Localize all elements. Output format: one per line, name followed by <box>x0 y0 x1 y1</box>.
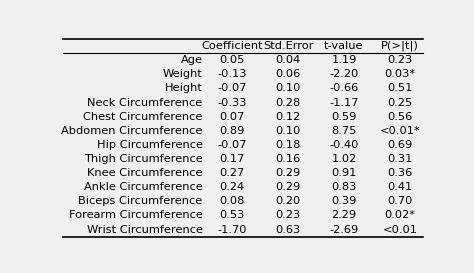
Text: Height: Height <box>164 84 202 93</box>
Text: Weight: Weight <box>163 69 202 79</box>
Text: -0.13: -0.13 <box>218 69 247 79</box>
Text: 0.16: 0.16 <box>275 154 301 164</box>
Text: -1.17: -1.17 <box>329 97 359 108</box>
Text: 0.28: 0.28 <box>275 97 301 108</box>
Text: 8.75: 8.75 <box>331 126 356 136</box>
Text: 0.91: 0.91 <box>331 168 356 178</box>
Text: 0.59: 0.59 <box>331 112 356 122</box>
Text: 0.56: 0.56 <box>387 112 412 122</box>
Text: Abdomen Circumference: Abdomen Circumference <box>61 126 202 136</box>
Text: 0.08: 0.08 <box>219 196 245 206</box>
Text: Coefficient: Coefficient <box>201 41 263 51</box>
Text: -0.66: -0.66 <box>329 84 358 93</box>
Text: Std.Error: Std.Error <box>263 41 313 51</box>
Text: Thigh Circumference: Thigh Circumference <box>84 154 202 164</box>
Text: 0.23: 0.23 <box>275 210 301 221</box>
Text: -0.33: -0.33 <box>218 97 247 108</box>
Text: 0.29: 0.29 <box>275 182 301 192</box>
Text: 0.10: 0.10 <box>275 126 301 136</box>
Text: Biceps Circumference: Biceps Circumference <box>78 196 202 206</box>
Text: 0.89: 0.89 <box>219 126 245 136</box>
Text: -0.07: -0.07 <box>218 84 247 93</box>
Text: 0.31: 0.31 <box>387 154 412 164</box>
Text: Chest Circumference: Chest Circumference <box>83 112 202 122</box>
Text: 0.53: 0.53 <box>219 210 245 221</box>
Text: 0.36: 0.36 <box>387 168 412 178</box>
Text: 0.04: 0.04 <box>275 55 301 65</box>
Text: 2.29: 2.29 <box>331 210 356 221</box>
Text: <0.01*: <0.01* <box>380 126 420 136</box>
Text: 0.27: 0.27 <box>219 168 245 178</box>
Text: P(>|t|): P(>|t|) <box>381 41 419 51</box>
Text: 0.03*: 0.03* <box>384 69 415 79</box>
Text: Neck Circumference: Neck Circumference <box>87 97 202 108</box>
Text: 0.07: 0.07 <box>219 112 245 122</box>
Text: -2.20: -2.20 <box>329 69 358 79</box>
Text: 0.17: 0.17 <box>219 154 245 164</box>
Text: Knee Circumference: Knee Circumference <box>87 168 202 178</box>
Text: 0.23: 0.23 <box>387 55 412 65</box>
Text: -2.69: -2.69 <box>329 225 358 235</box>
Text: 0.41: 0.41 <box>387 182 412 192</box>
Text: -0.07: -0.07 <box>218 140 247 150</box>
Text: 0.25: 0.25 <box>387 97 412 108</box>
Text: 0.63: 0.63 <box>275 225 301 235</box>
Text: 0.70: 0.70 <box>387 196 412 206</box>
Text: 0.18: 0.18 <box>275 140 301 150</box>
Text: 0.12: 0.12 <box>275 112 301 122</box>
Text: 0.29: 0.29 <box>275 168 301 178</box>
Text: -0.40: -0.40 <box>329 140 359 150</box>
Text: 1.02: 1.02 <box>331 154 356 164</box>
Text: Hip Circumference: Hip Circumference <box>97 140 202 150</box>
Text: -1.70: -1.70 <box>218 225 247 235</box>
Text: 1.19: 1.19 <box>331 55 356 65</box>
Text: t-value: t-value <box>324 41 364 51</box>
Text: Wrist Circumference: Wrist Circumference <box>87 225 202 235</box>
Text: <0.01: <0.01 <box>383 225 417 235</box>
Text: 0.39: 0.39 <box>331 196 356 206</box>
Text: Age: Age <box>181 55 202 65</box>
Text: 0.10: 0.10 <box>275 84 301 93</box>
Text: Forearm Circumference: Forearm Circumference <box>69 210 202 221</box>
Text: 0.06: 0.06 <box>275 69 301 79</box>
Text: 0.69: 0.69 <box>387 140 412 150</box>
Text: 0.83: 0.83 <box>331 182 356 192</box>
Text: 0.05: 0.05 <box>219 55 245 65</box>
Text: Ankle Circumference: Ankle Circumference <box>84 182 202 192</box>
Text: 0.20: 0.20 <box>275 196 301 206</box>
Text: 0.24: 0.24 <box>220 182 245 192</box>
Text: 0.02*: 0.02* <box>384 210 415 221</box>
Text: 0.51: 0.51 <box>387 84 412 93</box>
